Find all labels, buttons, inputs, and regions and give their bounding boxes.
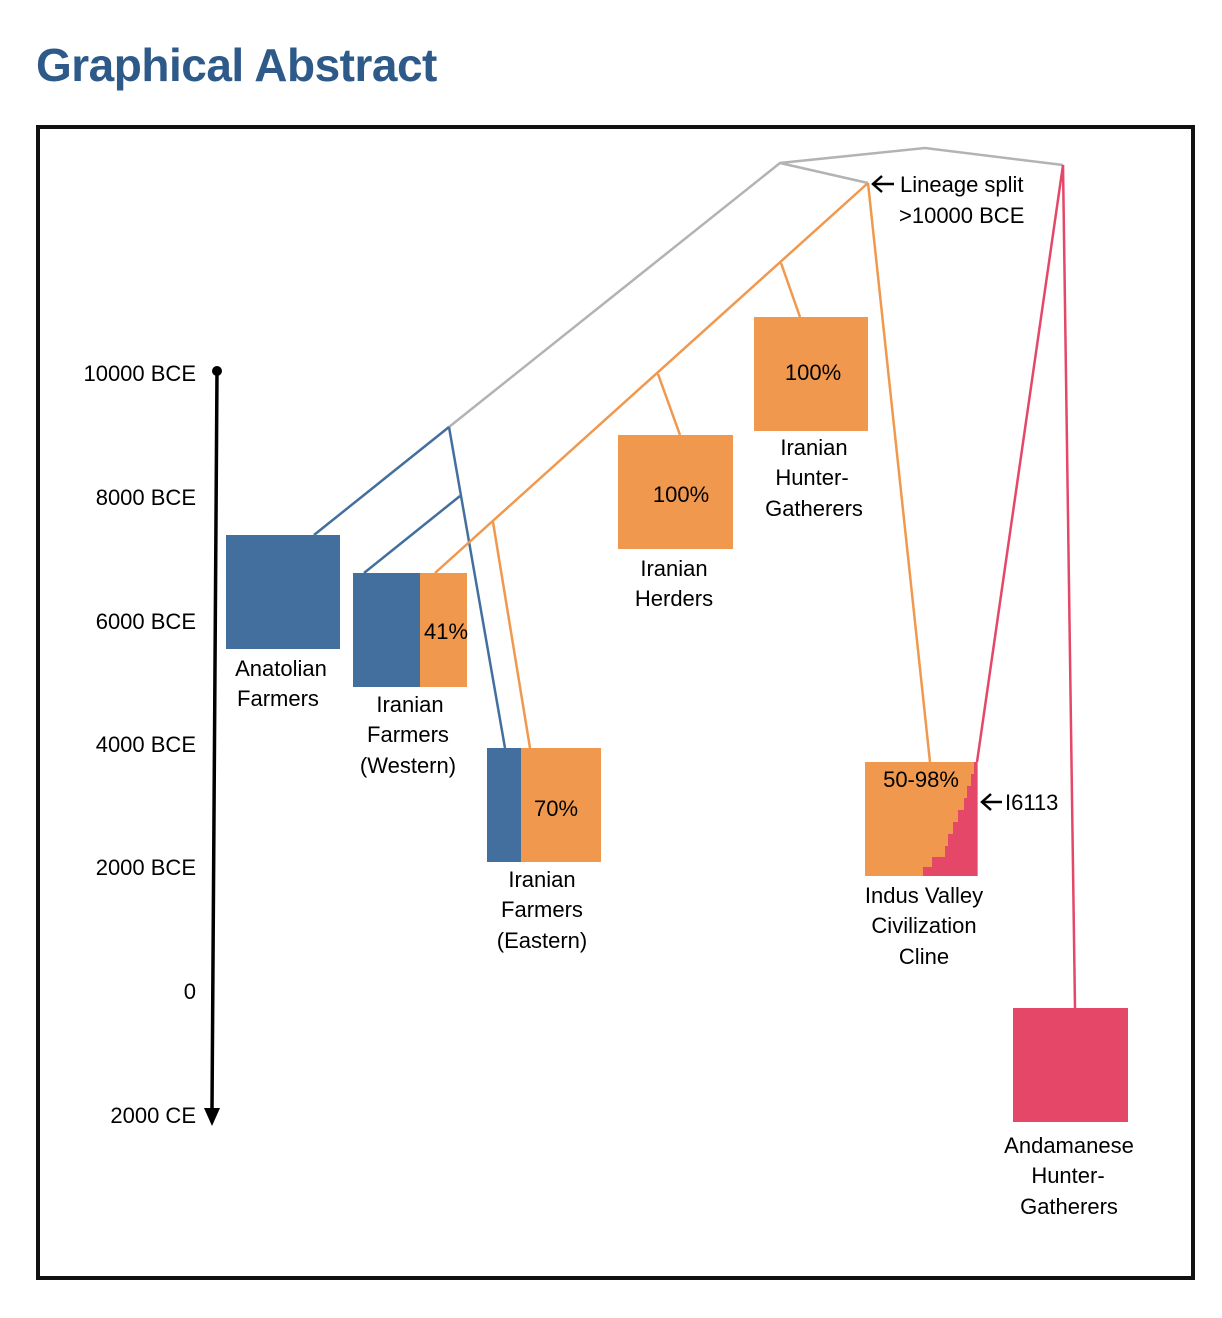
ivc-percent: 50-98% (883, 767, 959, 792)
axis-tick-0: 0 (184, 979, 196, 1004)
blue-branch-western (363, 495, 461, 574)
population-iranian-farmers-eastern: 70% Iranian Farmers (Eastern) (487, 748, 601, 953)
lineage-split-annotation: Lineage split >10000 BCE (871, 172, 1024, 228)
lineage-split-text-1: Lineage split (900, 172, 1024, 197)
orange-branch-hunter-gatherers (779, 262, 802, 318)
time-axis: 10000 BCE 8000 BCE 6000 BCE 4000 BCE 200… (83, 361, 222, 1128)
western-orange-part (420, 573, 467, 687)
iran-hg-label-1: Iranian (780, 435, 847, 460)
orange-branch-eastern (491, 521, 532, 749)
eastern-percent: 70% (534, 796, 578, 821)
iran-hg-percent: 100% (785, 360, 841, 385)
sample-arrow-head (980, 793, 992, 811)
western-label-3: (Western) (360, 753, 456, 778)
lineage-split-text-2: >10000 BCE (899, 203, 1024, 228)
ivc-label-1: Indus Valley (865, 883, 983, 908)
pink-lineages (975, 164, 1077, 1009)
axis-tick-2000ce: 2000 CE (110, 1103, 196, 1128)
diagram-frame (36, 125, 1195, 1280)
anatolian-label-2: Farmers (237, 686, 319, 711)
axis-tick-10000bce: 10000 BCE (83, 361, 196, 386)
herders-label-1: Iranian (640, 556, 707, 581)
eastern-label-3: (Eastern) (497, 928, 587, 953)
eastern-blue-part (487, 748, 521, 862)
gray-lineages (448, 146, 1064, 428)
western-label-2: Farmers (367, 722, 449, 747)
population-iranian-farmers-western: 41% Iranian Farmers (Western) (353, 573, 468, 778)
iran-hg-label-2: Hunter- (775, 465, 848, 490)
root-branch-line (448, 146, 1064, 428)
western-blue-part (353, 573, 420, 687)
eastern-orange-part (521, 748, 601, 862)
andamanese-box (1013, 1008, 1128, 1122)
blue-branch-eastern (447, 426, 507, 749)
orange-lineages (434, 182, 932, 763)
andamanese-label-2: Hunter- (1031, 1163, 1104, 1188)
andamanese-label-1: Andamanese (1004, 1133, 1134, 1158)
eastern-label-1: Iranian (508, 867, 575, 892)
page-title: Graphical Abstract (36, 39, 437, 91)
herders-percent: 100% (653, 482, 709, 507)
population-iranian-hunter-gatherers: 100% Iranian Hunter- Gatherers (754, 317, 868, 521)
population-indus-valley-cline: 50-98% Indus Valley Civilization Cline (865, 762, 983, 969)
split-branch-line (779, 161, 869, 185)
pink-branch-andamanese (1061, 164, 1077, 1009)
herders-box (618, 435, 733, 549)
andamanese-label-3: Gatherers (1020, 1194, 1118, 1219)
population-iranian-herders: 100% Iranian Herders (618, 435, 733, 611)
blue-lineages (313, 426, 507, 749)
sample-id-label: I6113 (1005, 790, 1058, 815)
anatolian-box (226, 535, 340, 649)
axis-tick-2000bce: 2000 BCE (96, 855, 196, 880)
population-anatolian-farmers: Anatolian Farmers (226, 535, 340, 711)
iran-hg-label-3: Gatherers (765, 496, 863, 521)
orange-main-branch (434, 182, 869, 574)
anatolian-label-1: Anatolian (235, 656, 327, 681)
ivc-pink-cline (923, 762, 977, 876)
eastern-label-2: Farmers (501, 897, 583, 922)
western-label-1: Iranian (376, 692, 443, 717)
sample-annotation: I6113 (980, 790, 1058, 815)
orange-branch-ivc (866, 182, 932, 763)
axis-arrowhead (204, 1108, 220, 1126)
axis-line (210, 370, 219, 1111)
lineage-split-arrow-head (871, 175, 883, 193)
axis-tick-4000bce: 4000 BCE (96, 732, 196, 757)
pink-branch-ivc (975, 164, 1065, 763)
iran-hg-box (754, 317, 868, 431)
herders-label-2: Herders (635, 586, 713, 611)
blue-branch-anatolian (313, 426, 450, 536)
western-percent: 41% (424, 619, 468, 644)
axis-tick-8000bce: 8000 BCE (96, 485, 196, 510)
ivc-label-3: Cline (899, 944, 949, 969)
ivc-label-2: Civilization (871, 913, 976, 938)
axis-tick-6000bce: 6000 BCE (96, 609, 196, 634)
orange-branch-herders (656, 373, 682, 436)
population-andamanese-hunter-gatherers: Andamanese Hunter- Gatherers (1004, 1008, 1134, 1219)
